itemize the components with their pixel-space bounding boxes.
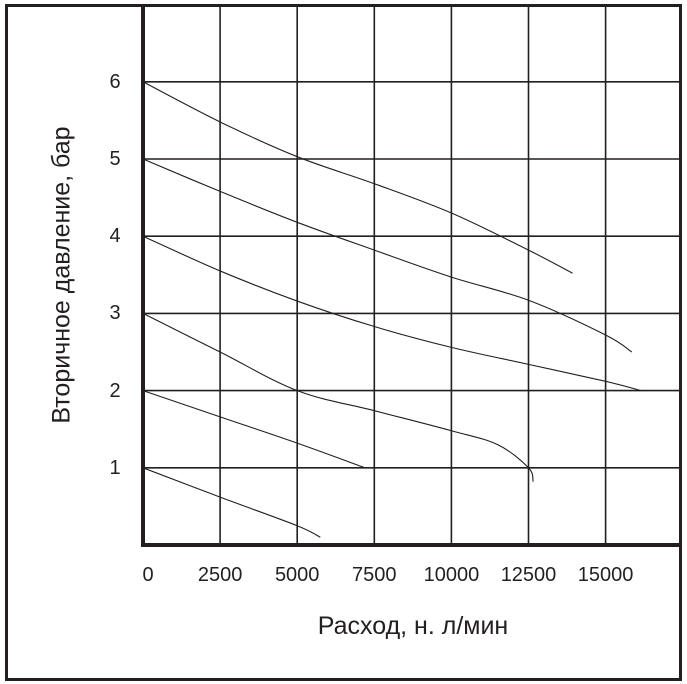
x-axis-label: Расход, н. л/мин: [317, 612, 509, 640]
chart-frame: [5, 4, 682, 681]
y-tick-label: 4: [109, 225, 121, 248]
series-curve-3: [142, 312, 534, 482]
y-tick-label: 6: [109, 70, 121, 93]
x-tick-label: 10000: [423, 564, 480, 586]
y-tick-label: 3: [109, 302, 121, 325]
series-curve-1: [142, 467, 321, 538]
series-curve-5: [142, 158, 633, 353]
x-tick-label: 5000: [274, 564, 320, 586]
y-axis-label: Вторичное давление, бар: [47, 126, 76, 424]
series-curve-2: [142, 390, 366, 469]
x-tick-label: 15000: [577, 564, 634, 586]
y-tick-label: 1: [109, 456, 121, 479]
x-tick-label: 2500: [197, 564, 243, 586]
x-tick-label: 12500: [500, 564, 557, 586]
series-curve-6: [142, 81, 573, 274]
x-tick-label: 7500: [352, 564, 397, 586]
y-tick-label: 5: [109, 148, 121, 170]
series-curve-4: [142, 235, 642, 392]
y-tick-label: 2: [109, 379, 121, 402]
x-tick-label: 0: [142, 564, 154, 586]
